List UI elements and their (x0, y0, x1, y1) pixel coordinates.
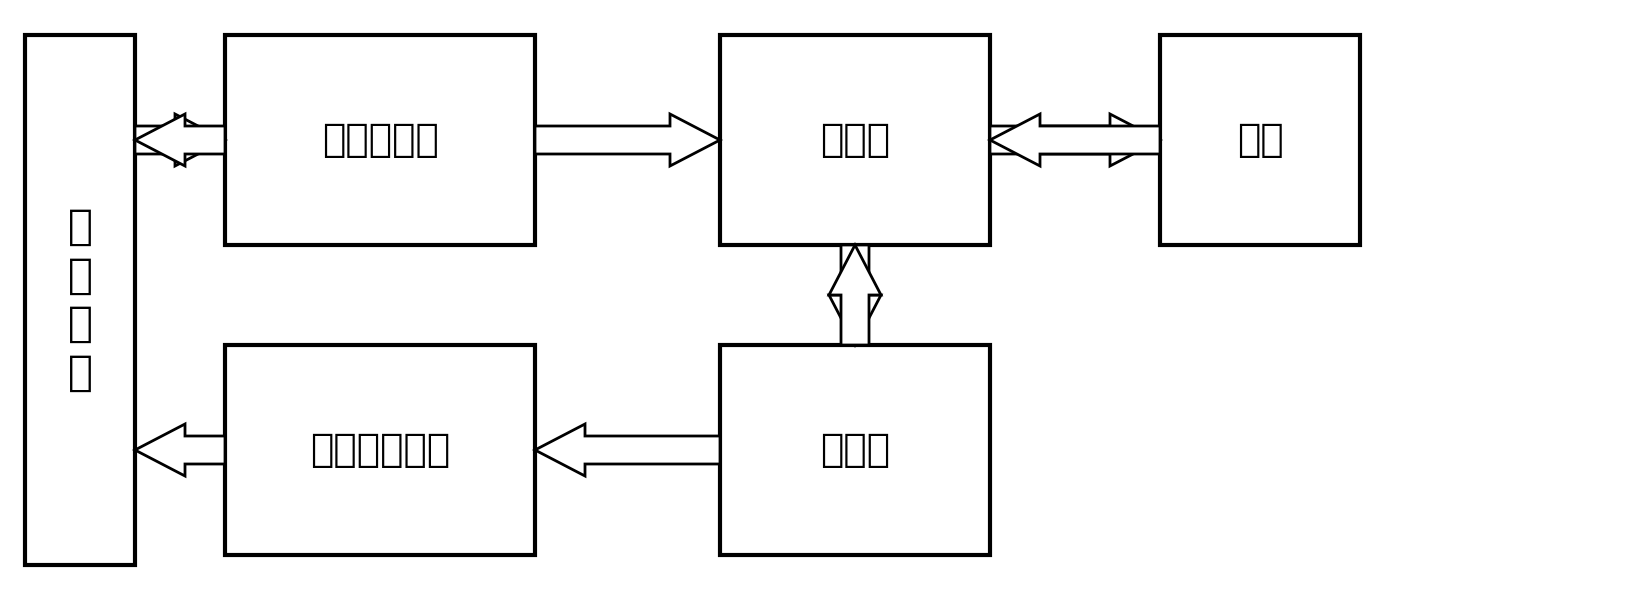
Text: 功率放大器: 功率放大器 (321, 121, 439, 159)
Polygon shape (535, 114, 721, 166)
Polygon shape (829, 245, 882, 345)
Polygon shape (135, 114, 225, 166)
Polygon shape (135, 114, 225, 166)
Text: 信
号
处
理: 信 号 处 理 (67, 206, 92, 394)
Polygon shape (990, 114, 1160, 166)
Bar (721, 35, 990, 245)
Text: 环行器: 环行器 (819, 121, 890, 159)
Polygon shape (829, 245, 882, 345)
Bar (721, 345, 990, 555)
Polygon shape (535, 424, 721, 476)
Bar (1160, 35, 1360, 245)
Text: 天线: 天线 (1237, 121, 1283, 159)
Text: 限幅器: 限幅器 (819, 431, 890, 469)
Polygon shape (990, 114, 1160, 166)
Bar (25, 35, 135, 565)
Text: 低噪声放大器: 低噪声放大器 (309, 431, 451, 469)
Bar (225, 35, 535, 245)
Polygon shape (135, 424, 225, 476)
Bar (225, 345, 535, 555)
